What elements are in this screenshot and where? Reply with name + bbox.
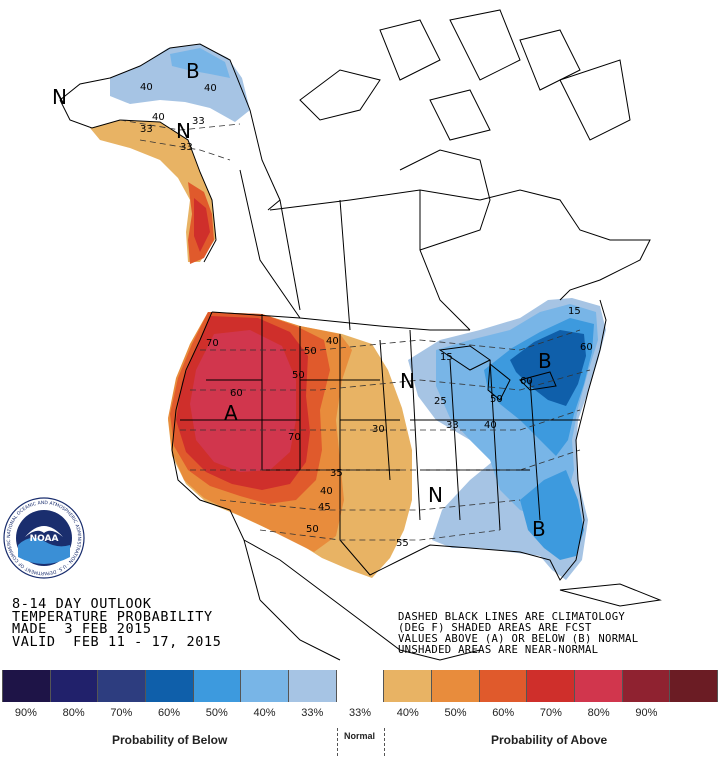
climatology-lines [119,119,591,541]
alaska-below-50-region [170,48,230,78]
legend-swatch [2,670,51,702]
legend-divider [384,728,385,756]
legend-swatch [527,670,576,702]
legend-percent-label: 33% [348,707,372,719]
contour-label: 33 [140,124,153,135]
legend-swatch [479,670,528,702]
legend-caption-above: Probability of Above [491,733,608,747]
legend-swatch [670,670,719,702]
legend-percent-label: 50% [444,707,467,719]
contour-label: 60 [230,388,243,399]
contour-label: 50 [304,346,317,357]
legend-color-bar [2,670,719,702]
noaa-logo-text: NOAA [30,534,59,544]
contour-label: 45 [318,502,331,513]
bc-coast-above-70-region [194,198,210,252]
legend-swatch [193,670,242,702]
contour-label: 40 [320,486,333,497]
legend-swatch [622,670,671,702]
legend-percent-label: 60% [492,707,515,719]
note-line: (DEG F) SHADED AREAS ARE FCST [398,622,592,634]
legend-percent-label: 80% [587,707,610,719]
legend-percent-label: 40% [396,707,419,719]
zone-letter-normal: N [176,119,191,143]
legend-percent-label: 33% [301,707,324,719]
legend-swatch [146,670,194,702]
contour-label: 25 [434,396,447,407]
legend-swatch [289,670,337,702]
alaska-coast-above-region [90,120,216,262]
legend-divider [337,728,338,756]
zone-letter-below: B [186,59,200,83]
outlook-title-block: 8-14 DAY OUTLOOK TEMPERATURE PROBABILITY… [12,598,221,648]
legend-percent-label [670,707,718,721]
contour-label: 40 [152,112,165,123]
outlook-valid-range: VALID FEB 11 - 17, 2015 [12,633,222,650]
contour-label: 40 [204,83,217,94]
note-line: VALUES ABOVE (A) OR BELOW (B) NORMAL [398,633,639,645]
legend-percent-labels: 90% 80% 70% 60% 50% 40% 33% 33% 40% 50% 60% 70% 80% 9… [2,707,718,721]
contour-label: 70 [206,338,219,349]
contour-label: 30 [372,424,385,435]
zone-letter-normal: N [400,369,415,393]
contour-label: 33 [446,420,459,431]
legend-percent-label: 70% [110,707,133,719]
contour-label: 40 [326,336,339,347]
outlook-map: 40 40 33 40 33 33 70 40 50 50 70 60 30 3… [52,9,662,661]
note-line: DASHED BLACK LINES ARE CLIMATOLOGY [398,611,626,623]
contour-label: 50 [306,524,319,535]
contour-label: 35 [330,468,343,479]
zone-letter-above: A [224,401,238,425]
legend-percent-label: 50% [205,707,228,719]
noaa-logo: NOAA NATIONAL OCEANIC AND ATMOSPHERIC AD… [3,497,85,579]
contour-label: 60 [580,342,593,353]
contour-label: 40 [484,420,497,431]
zone-letter-normal: N [428,483,443,507]
contour-label: 55 [396,538,409,549]
note-line: UNSHADED AREAS ARE NEAR-NORMAL [398,644,599,656]
legend-percent-label: 40% [253,707,276,719]
legend-swatch [432,670,480,702]
east-below-60-region [510,330,586,406]
zone-letter-below: B [532,517,546,541]
contour-label: 33 [180,142,193,153]
legend-percent-label: 90% [635,707,658,719]
contour-label: 50 [490,394,503,405]
contour-label: 33 [192,116,205,127]
contour-label: 15 [440,352,453,363]
legend-swatch [575,670,623,702]
legend-percent-label: 80% [62,707,85,719]
legend-swatch [241,670,290,702]
southeast-below-50-region [520,470,584,560]
map-notes: DASHED BLACK LINES ARE CLIMATOLOGY (DEG … [398,612,638,656]
zone-letter-normal: N [52,85,67,109]
legend-percent-label: 90% [14,707,37,719]
west-above-80-region [190,330,296,472]
legend-caption-below: Probability of Below [112,733,228,747]
outlook-made-date: MADE 3 FEB 2015 [12,621,152,637]
contour-label: 50 [292,370,305,381]
legend-captions: Probability of Below Normal Probability … [0,728,719,758]
legend-swatch [98,670,147,702]
contour-label: 40 [140,82,153,93]
zone-letter-below: B [538,349,552,373]
legend-caption-normal: Normal [344,731,376,741]
legend-swatch [336,670,385,702]
contour-label: 60 [520,376,533,387]
outlook-subtitle: TEMPERATURE PROBABILITY [12,608,213,625]
legend-swatch [50,670,99,702]
legend-swatch [384,670,433,702]
legend-percent-label: 70% [539,707,562,719]
contour-label: 70 [288,432,301,443]
contour-label: 15 [568,306,581,317]
legend-percent-label: 60% [158,707,181,719]
outlook-title: 8-14 DAY OUTLOOK [12,596,152,612]
